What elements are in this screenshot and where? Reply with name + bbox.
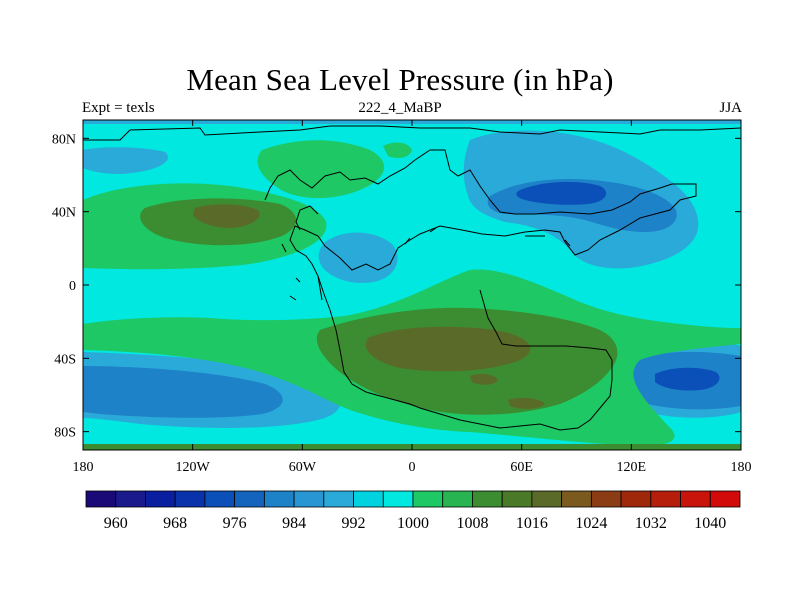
- colorbar-swatch: [680, 490, 711, 508]
- field-green-north-america: [257, 140, 385, 199]
- field-brown-south-patches: [470, 373, 545, 409]
- y-tick-label: 0: [69, 279, 76, 294]
- colorbar-label: 1024: [575, 515, 607, 532]
- field-green-arctic-top: [383, 142, 412, 158]
- field-light-blue-north-pacific: [83, 147, 168, 174]
- colorbar-swatch: [234, 490, 265, 508]
- pressure-field: [83, 120, 741, 450]
- y-tick-label: 40S: [54, 352, 76, 367]
- x-axis: 180 120W 60W 0 60E 120E 180: [73, 120, 752, 475]
- x-tick-label: 0: [409, 460, 416, 475]
- colorbar-label: 1000: [397, 515, 429, 532]
- colorbar-label: 992: [342, 515, 366, 532]
- coastline-north-patches: [281, 205, 571, 253]
- colorbar: 960 968 976 984 992 1000 1008 1016 1024 1032 1040: [85, 490, 741, 532]
- colorbar-swatch: [561, 490, 592, 508]
- x-tick-label: 120E: [617, 460, 647, 475]
- subtitle-experiment: Expt = texls: [82, 100, 155, 116]
- colorbar-label: 1008: [456, 515, 488, 532]
- y-tick-label: 80S: [54, 426, 76, 441]
- field-blue-south-pacific: [83, 366, 283, 418]
- colorbar-swatch: [204, 490, 236, 508]
- colorbar-swatch: [85, 490, 117, 508]
- coastline-laurasia: [83, 125, 741, 301]
- x-tick-label: 120W: [176, 460, 211, 475]
- field-brown-south-core: [365, 326, 531, 372]
- colorbar-swatch: [501, 490, 533, 508]
- colorbar-swatch: [442, 490, 473, 508]
- colorbar-label: 984: [282, 515, 306, 532]
- colorbar-label: 968: [163, 515, 187, 532]
- colorbar-swatch: [115, 490, 146, 508]
- x-tick-label: 60W: [289, 460, 317, 475]
- colorbar-label: 1016: [516, 515, 548, 532]
- colorbar-swatch: [353, 490, 384, 508]
- colorbar-label: 960: [104, 515, 128, 532]
- subtitle-run-id: 222_4_MaBP: [358, 100, 442, 116]
- colorbar-label: 1032: [635, 515, 667, 532]
- coastline-gondwana: [289, 275, 613, 431]
- colorbar-swatch: [412, 490, 444, 508]
- colorbar-swatch: [650, 490, 681, 508]
- coastlines: [83, 125, 741, 431]
- y-axis: 80N 40N 0 40S 80S: [52, 132, 741, 441]
- subtitle-season: JJA: [719, 100, 742, 116]
- field-deep-blue-south-indian: [655, 367, 720, 391]
- colorbar-swatch: [531, 490, 563, 508]
- field-brown-north-pacific-core: [193, 204, 260, 228]
- colorbar-swatch: [323, 490, 354, 508]
- colorbar-swatch: [620, 490, 652, 508]
- x-tick-label: 60E: [510, 460, 533, 475]
- x-tick-label: 180: [73, 460, 94, 475]
- colorbar-swatch: [590, 490, 622, 508]
- field-deep-blue-asia: [516, 181, 607, 205]
- colorbar-swatch: [174, 490, 206, 508]
- colorbar-swatch: [472, 490, 503, 508]
- colorbar-swatch: [293, 490, 325, 508]
- y-tick-label: 40N: [52, 206, 76, 221]
- x-tick-label: 180: [731, 460, 752, 475]
- y-tick-label: 80N: [52, 132, 76, 147]
- colorbar-swatch: [382, 490, 414, 508]
- colorbar-swatch: [709, 490, 741, 508]
- colorbar-label: 976: [223, 515, 247, 532]
- chart-title: Mean Sea Level Pressure (in hPa): [186, 62, 614, 97]
- colorbar-label: 1040: [694, 515, 726, 532]
- colorbar-swatch: [145, 490, 176, 508]
- colorbar-swatch: [263, 490, 295, 508]
